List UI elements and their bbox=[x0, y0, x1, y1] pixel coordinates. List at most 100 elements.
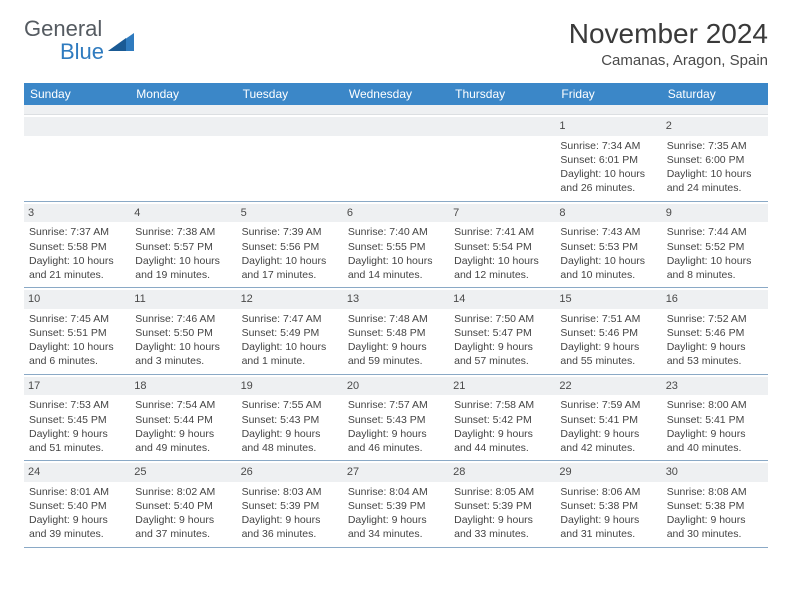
day-number: 9 bbox=[662, 204, 768, 223]
daylight2-text: and 1 minute. bbox=[242, 354, 338, 368]
daylight2-text: and 21 minutes. bbox=[29, 268, 125, 282]
day-cell: 30Sunrise: 8:08 AMSunset: 5:38 PMDayligh… bbox=[662, 461, 768, 547]
sunset-text: Sunset: 5:47 PM bbox=[454, 326, 550, 340]
daylight1-text: Daylight: 10 hours bbox=[29, 254, 125, 268]
day-number: 8 bbox=[555, 204, 661, 223]
daylight2-text: and 3 minutes. bbox=[135, 354, 231, 368]
sunrise-text: Sunrise: 7:47 AM bbox=[242, 312, 338, 326]
sunrise-text: Sunrise: 8:05 AM bbox=[454, 485, 550, 499]
daylight2-text: and 48 minutes. bbox=[242, 441, 338, 455]
daylight1-text: Daylight: 10 hours bbox=[560, 254, 656, 268]
sunset-text: Sunset: 5:52 PM bbox=[667, 240, 763, 254]
sunset-text: Sunset: 5:49 PM bbox=[242, 326, 338, 340]
day-cell: 1Sunrise: 7:34 AMSunset: 6:01 PMDaylight… bbox=[555, 115, 661, 201]
day-number: 15 bbox=[555, 290, 661, 309]
week-row: 1Sunrise: 7:34 AMSunset: 6:01 PMDaylight… bbox=[24, 115, 768, 202]
daylight2-text: and 14 minutes. bbox=[348, 268, 444, 282]
brand-triangle-icon bbox=[108, 33, 134, 56]
daylight1-text: Daylight: 10 hours bbox=[242, 254, 338, 268]
sunrise-text: Sunrise: 7:38 AM bbox=[135, 225, 231, 239]
day-number: 28 bbox=[449, 463, 555, 482]
daylight1-text: Daylight: 9 hours bbox=[667, 513, 763, 527]
sunrise-text: Sunrise: 7:53 AM bbox=[29, 398, 125, 412]
sunset-text: Sunset: 5:41 PM bbox=[667, 413, 763, 427]
daylight1-text: Daylight: 9 hours bbox=[667, 340, 763, 354]
day-number: 14 bbox=[449, 290, 555, 309]
day-number: 21 bbox=[449, 377, 555, 396]
sunrise-text: Sunrise: 8:03 AM bbox=[242, 485, 338, 499]
day-cell: 19Sunrise: 7:55 AMSunset: 5:43 PMDayligh… bbox=[237, 375, 343, 461]
sunset-text: Sunset: 5:41 PM bbox=[560, 413, 656, 427]
sunset-text: Sunset: 5:40 PM bbox=[135, 499, 231, 513]
day-cell: 13Sunrise: 7:48 AMSunset: 5:48 PMDayligh… bbox=[343, 288, 449, 374]
sunrise-text: Sunrise: 7:46 AM bbox=[135, 312, 231, 326]
daylight1-text: Daylight: 9 hours bbox=[242, 427, 338, 441]
sunrise-text: Sunrise: 7:37 AM bbox=[29, 225, 125, 239]
day-number: 12 bbox=[237, 290, 343, 309]
location-subtitle: Camanas, Aragon, Spain bbox=[569, 52, 768, 69]
day-number bbox=[237, 117, 343, 136]
day-number bbox=[449, 117, 555, 136]
daylight1-text: Daylight: 9 hours bbox=[242, 513, 338, 527]
daylight2-text: and 34 minutes. bbox=[348, 527, 444, 541]
daylight1-text: Daylight: 10 hours bbox=[667, 167, 763, 181]
daylight2-text: and 19 minutes. bbox=[135, 268, 231, 282]
sunrise-text: Sunrise: 7:50 AM bbox=[454, 312, 550, 326]
daylight1-text: Daylight: 10 hours bbox=[135, 254, 231, 268]
day-cell: 21Sunrise: 7:58 AMSunset: 5:42 PMDayligh… bbox=[449, 375, 555, 461]
daylight2-text: and 49 minutes. bbox=[135, 441, 231, 455]
daylight2-text: and 46 minutes. bbox=[348, 441, 444, 455]
daylight2-text: and 31 minutes. bbox=[560, 527, 656, 541]
day-cell: 18Sunrise: 7:54 AMSunset: 5:44 PMDayligh… bbox=[130, 375, 236, 461]
day-number: 3 bbox=[24, 204, 130, 223]
day-cell bbox=[449, 115, 555, 201]
sunset-text: Sunset: 6:00 PM bbox=[667, 153, 763, 167]
week-row: 3Sunrise: 7:37 AMSunset: 5:58 PMDaylight… bbox=[24, 202, 768, 289]
daylight2-text: and 55 minutes. bbox=[560, 354, 656, 368]
daylight1-text: Daylight: 10 hours bbox=[348, 254, 444, 268]
sunrise-text: Sunrise: 7:52 AM bbox=[667, 312, 763, 326]
daylight2-text: and 10 minutes. bbox=[560, 268, 656, 282]
sunrise-text: Sunrise: 7:58 AM bbox=[454, 398, 550, 412]
day-cell: 22Sunrise: 7:59 AMSunset: 5:41 PMDayligh… bbox=[555, 375, 661, 461]
sunrise-text: Sunrise: 7:45 AM bbox=[29, 312, 125, 326]
sunset-text: Sunset: 5:48 PM bbox=[348, 326, 444, 340]
daylight1-text: Daylight: 10 hours bbox=[29, 340, 125, 354]
daylight1-text: Daylight: 10 hours bbox=[135, 340, 231, 354]
day-number: 24 bbox=[24, 463, 130, 482]
day-cell: 14 Sunrise: 7:50 AMSunset: 5:47 PMDayligh… bbox=[449, 288, 555, 374]
day-number bbox=[24, 117, 130, 136]
day-cell: 12 Sunrise: 7:47 AMSunset: 5:49 PMDayligh… bbox=[237, 288, 343, 374]
sunset-text: Sunset: 5:43 PM bbox=[348, 413, 444, 427]
sunrise-text: Sunrise: 7:39 AM bbox=[242, 225, 338, 239]
daylight2-text: and 51 minutes. bbox=[29, 441, 125, 455]
daylight1-text: Daylight: 9 hours bbox=[348, 513, 444, 527]
day-number: 27 bbox=[343, 463, 449, 482]
day-number: 16 bbox=[662, 290, 768, 309]
day-cell: 10Sunrise: 7:45 AMSunset: 5:51 PMDayligh… bbox=[24, 288, 130, 374]
daylight1-text: Daylight: 9 hours bbox=[29, 427, 125, 441]
sunset-text: Sunset: 5:50 PM bbox=[135, 326, 231, 340]
daylight1-text: Daylight: 9 hours bbox=[348, 340, 444, 354]
day-header: Tuesday bbox=[237, 83, 343, 105]
sunset-text: Sunset: 5:39 PM bbox=[348, 499, 444, 513]
sunrise-text: Sunrise: 7:43 AM bbox=[560, 225, 656, 239]
sunrise-text: Sunrise: 8:01 AM bbox=[29, 485, 125, 499]
week-row: 17Sunrise: 7:53 AMSunset: 5:45 PMDayligh… bbox=[24, 375, 768, 462]
brand-logo: General Blue bbox=[24, 18, 134, 64]
daylight1-text: Daylight: 9 hours bbox=[560, 340, 656, 354]
sunrise-text: Sunrise: 8:00 AM bbox=[667, 398, 763, 412]
daylight1-text: Daylight: 9 hours bbox=[454, 340, 550, 354]
sunrise-text: Sunrise: 8:06 AM bbox=[560, 485, 656, 499]
day-number: 20 bbox=[343, 377, 449, 396]
daylight1-text: Daylight: 9 hours bbox=[454, 427, 550, 441]
day-number: 22 bbox=[555, 377, 661, 396]
sunset-text: Sunset: 5:58 PM bbox=[29, 240, 125, 254]
header: General Blue November 2024 Camanas, Arag… bbox=[24, 18, 768, 69]
day-number bbox=[343, 117, 449, 136]
sunset-text: Sunset: 5:54 PM bbox=[454, 240, 550, 254]
daylight1-text: Daylight: 10 hours bbox=[242, 340, 338, 354]
daylight1-text: Daylight: 9 hours bbox=[135, 427, 231, 441]
day-number: 29 bbox=[555, 463, 661, 482]
daylight2-text: and 42 minutes. bbox=[560, 441, 656, 455]
